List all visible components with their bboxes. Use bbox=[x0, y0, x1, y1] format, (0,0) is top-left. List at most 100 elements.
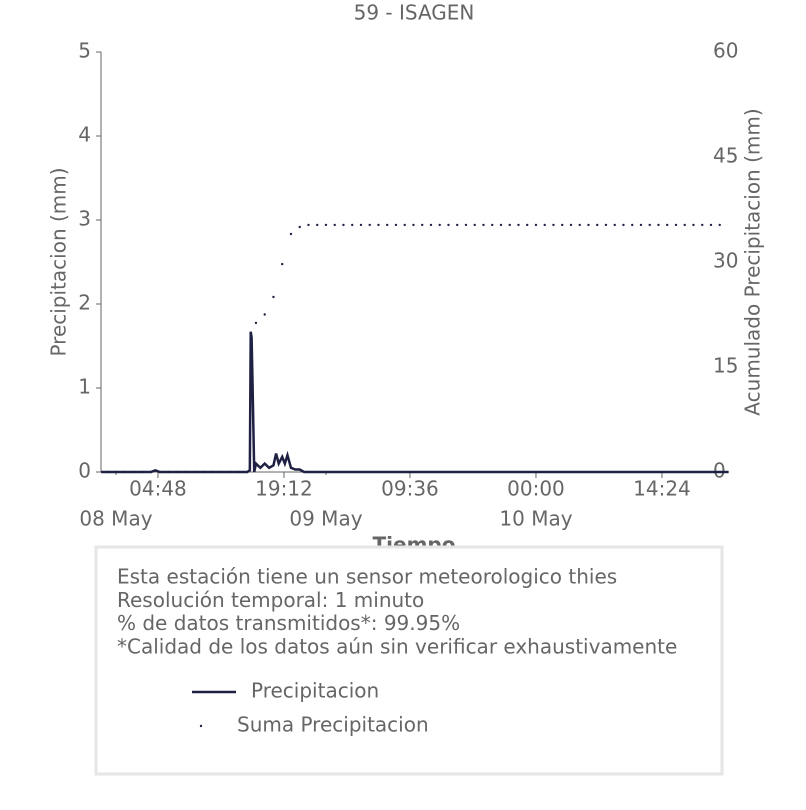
cumulative-dot bbox=[718, 223, 721, 227]
x-tick-label: 04:48 bbox=[129, 477, 187, 501]
cumulative-dot bbox=[114, 470, 118, 474]
y2-tick-label: 0 bbox=[713, 459, 726, 483]
y-axis-label: Precipitacion (mm) bbox=[47, 167, 71, 356]
legend-box bbox=[94, 545, 724, 776]
cumulative-dot bbox=[167, 470, 170, 474]
cumulative-dot bbox=[211, 470, 214, 474]
y-tick-label: 3 bbox=[78, 207, 91, 231]
cumulative-dot bbox=[604, 223, 608, 227]
cumulative-dot bbox=[526, 223, 529, 227]
cumulative-dot bbox=[333, 223, 336, 227]
y2-tick-label: 30 bbox=[713, 249, 738, 273]
cumulative-dot bbox=[289, 232, 293, 236]
cumulative-dot bbox=[499, 223, 503, 227]
y-tick-label: 1 bbox=[78, 375, 91, 399]
cumulative-dot bbox=[657, 223, 660, 227]
info-text: Esta estación tiene un sensor meteorolog… bbox=[117, 565, 617, 589]
cumulative-dot bbox=[639, 223, 643, 227]
cumulative-dot bbox=[438, 223, 441, 227]
cumulative-dot bbox=[184, 470, 188, 474]
cumulative-dot bbox=[176, 470, 179, 474]
cumulative-dot bbox=[421, 223, 424, 227]
cumulative-dot bbox=[394, 223, 398, 227]
info-text: *Calidad de los datos aún sin verificar … bbox=[117, 634, 677, 658]
cumulative-dot bbox=[701, 223, 704, 227]
cumulative-dot bbox=[106, 470, 109, 474]
cumulative-dot bbox=[561, 223, 564, 227]
cumulative-dot bbox=[517, 223, 520, 227]
cumulative-dot bbox=[683, 223, 686, 227]
x-tick-label: 19:12 bbox=[255, 477, 313, 501]
cumulative-dot bbox=[158, 470, 161, 474]
cumulative-dot bbox=[692, 223, 695, 227]
cumulative-dot bbox=[447, 223, 450, 227]
y-tick-label: 2 bbox=[78, 291, 91, 315]
cumulative-dot bbox=[543, 223, 546, 227]
cumulative-dot bbox=[508, 223, 511, 227]
cumulative-dot bbox=[141, 470, 144, 474]
cumulative-dot bbox=[149, 470, 153, 474]
y-tick-label: 4 bbox=[78, 123, 91, 147]
cumulative-dot bbox=[228, 470, 231, 474]
cumulative-dot bbox=[351, 223, 354, 227]
x-tick-label: 00:00 bbox=[507, 477, 565, 501]
cumulative-dot bbox=[237, 470, 240, 474]
cumulative-dot bbox=[674, 223, 678, 227]
y2-axis-label: Acumulado Precipitacion (mm) bbox=[741, 108, 765, 415]
cumulative-dot bbox=[246, 470, 249, 474]
cumulative-dot bbox=[386, 223, 389, 227]
cumulative-dot bbox=[272, 295, 275, 299]
cumulative-dot bbox=[709, 223, 713, 227]
cumulative-dot bbox=[307, 223, 310, 227]
info-text: Resolución temporal: 1 minuto bbox=[117, 588, 424, 612]
cumulative-dot bbox=[324, 223, 328, 227]
cumulative-dot bbox=[456, 223, 459, 227]
legend-dot bbox=[199, 724, 203, 728]
cumulative-dot bbox=[578, 223, 581, 227]
y2-tick-label: 60 bbox=[713, 39, 738, 63]
x-day-label: 09 May bbox=[289, 507, 362, 531]
cumulative-dot bbox=[569, 223, 573, 227]
cumulative-dot bbox=[123, 470, 126, 474]
y2-tick-label: 15 bbox=[713, 354, 738, 378]
x-day-label: 10 May bbox=[499, 507, 572, 531]
cumulative-dot bbox=[473, 223, 476, 227]
cumulative-dot bbox=[132, 470, 135, 474]
y-tick-label: 0 bbox=[78, 459, 91, 483]
cumulative-dot bbox=[412, 223, 415, 227]
cumulative-dot bbox=[631, 223, 634, 227]
cumulative-dot bbox=[202, 470, 205, 474]
y-tick-label: 5 bbox=[78, 39, 91, 63]
x-tick-label: 14:24 bbox=[633, 477, 691, 501]
legend-label: Precipitacion bbox=[251, 679, 379, 703]
cumulative-dot bbox=[281, 262, 284, 266]
cumulative-dot bbox=[464, 223, 468, 227]
chart-title: 59 - ISAGEN bbox=[354, 1, 475, 25]
cumulative-dot bbox=[587, 223, 590, 227]
cumulative-dot bbox=[219, 470, 223, 474]
cumulative-dot bbox=[342, 223, 345, 227]
cumulative-dot bbox=[613, 223, 616, 227]
cumulative-dot bbox=[254, 321, 258, 325]
cumulative-dot bbox=[491, 223, 494, 227]
y2-tick-label: 45 bbox=[713, 144, 738, 168]
cumulative-dot bbox=[368, 223, 371, 227]
cumulative-dot bbox=[622, 223, 625, 227]
cumulative-dot bbox=[316, 223, 319, 227]
legend-label: Suma Precipitacion bbox=[237, 713, 429, 737]
cumulative-dot bbox=[482, 223, 485, 227]
cumulative-dot bbox=[193, 470, 196, 474]
cumulative-dot bbox=[666, 223, 669, 227]
cumulative-dot bbox=[596, 223, 599, 227]
precip-line bbox=[101, 331, 729, 474]
cumulative-dot bbox=[648, 223, 651, 227]
cumulative-dot bbox=[298, 225, 301, 229]
info-text: % de datos transmitidos*: 99.95% bbox=[117, 611, 460, 635]
cumulative-dot bbox=[359, 223, 363, 227]
cumulative-dot bbox=[263, 313, 266, 316]
cumulative-dot bbox=[429, 223, 433, 227]
x-day-label: 08 May bbox=[79, 507, 152, 531]
x-tick-label: 09:36 bbox=[381, 477, 439, 501]
cumulative-dot bbox=[552, 223, 555, 227]
